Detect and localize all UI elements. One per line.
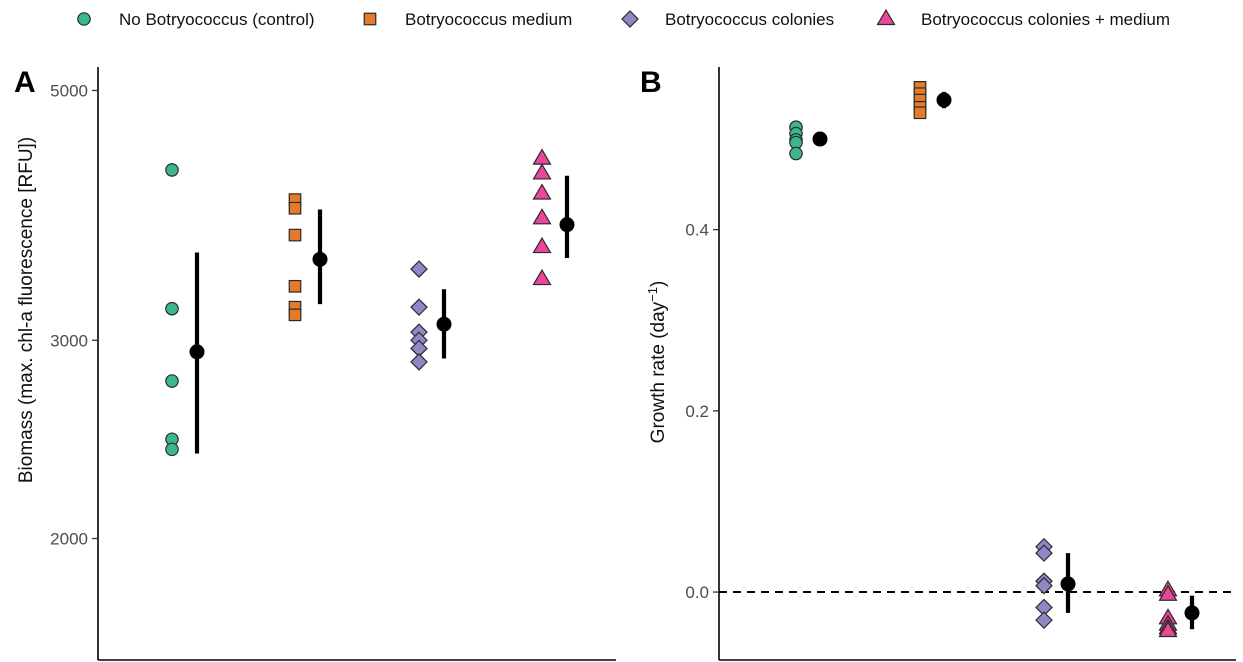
- data-point: [1035, 611, 1053, 629]
- data-point: [913, 106, 927, 120]
- group-circle: [165, 163, 205, 457]
- data-point: [532, 208, 552, 225]
- legend-key-triangle: [876, 8, 896, 26]
- data-point: [410, 260, 428, 278]
- group-mean: [1184, 605, 1200, 621]
- data-point: [1035, 576, 1053, 595]
- legend-label: Botryococcus colonies + medium: [921, 10, 1170, 29]
- group-mean: [1060, 576, 1076, 592]
- y-tick-label: 2000: [50, 530, 88, 549]
- legend-label: No Botryococcus (control): [119, 10, 315, 29]
- legend-key-diamond: [621, 10, 639, 28]
- y-tick-label: 0.0: [685, 583, 709, 602]
- group-square: [913, 81, 952, 120]
- legend-key-circle: [77, 12, 91, 26]
- legend: No Botryococcus (control) Botryococcus me…: [77, 8, 1170, 29]
- data-point: [532, 183, 552, 200]
- legend-item: Botryococcus colonies: [621, 10, 834, 29]
- legend-label: Botryococcus colonies: [665, 10, 834, 29]
- y-tick-label: 5000: [50, 81, 88, 100]
- legend-label: Botryococcus medium: [405, 10, 572, 29]
- panel-label: A: [14, 66, 36, 99]
- group-triangle: [1158, 580, 1200, 638]
- data-point: [410, 298, 428, 317]
- y-tick-label: 0.2: [685, 402, 709, 421]
- group-triangle: [532, 148, 575, 286]
- group-diamond: [1035, 537, 1076, 629]
- data-point: [288, 279, 302, 293]
- data-point: [288, 201, 302, 215]
- legend-item: No Botryococcus (control): [77, 10, 315, 29]
- y-tick-label: 0.4: [685, 221, 709, 240]
- data-point: [789, 146, 803, 161]
- group-circle: [789, 120, 828, 161]
- group-mean: [559, 217, 575, 233]
- data-point: [1158, 620, 1178, 638]
- legend-key-square: [363, 12, 377, 26]
- data-point: [532, 163, 552, 180]
- group-mean: [312, 251, 328, 267]
- data-point: [165, 301, 179, 316]
- data-point: [288, 308, 302, 322]
- data-point: [532, 148, 552, 165]
- group-mean: [936, 92, 952, 108]
- group-diamond: [410, 260, 452, 371]
- panel-b: 0.0 0.2 0.4 B Growth rate (day−1): [640, 66, 1236, 661]
- y-tick-label: 3000: [50, 331, 88, 350]
- group-mean: [189, 344, 205, 360]
- y-axis-title: Biomass (max. chl-a fluorescence [RFU]): [16, 137, 37, 483]
- group-mean: [436, 316, 452, 332]
- data-point: [532, 268, 552, 286]
- group-mean: [812, 131, 828, 147]
- data-point: [410, 353, 428, 371]
- legend-item: Botryococcus colonies + medium: [876, 8, 1170, 29]
- panel-a: 2000 3000 5000 A Biomass (max. chl-a fluores…: [14, 66, 616, 661]
- y-axis-title: Growth rate (day−1): [645, 281, 669, 444]
- data-point: [1035, 544, 1053, 562]
- legend-item: Botryococcus medium: [363, 10, 572, 29]
- data-point: [1158, 584, 1178, 601]
- data-point: [165, 163, 179, 177]
- group-square: [288, 193, 328, 322]
- data-point: [288, 228, 302, 242]
- data-point: [165, 442, 179, 457]
- data-point: [165, 374, 179, 388]
- data-point: [532, 236, 552, 254]
- panel-label: B: [640, 66, 662, 99]
